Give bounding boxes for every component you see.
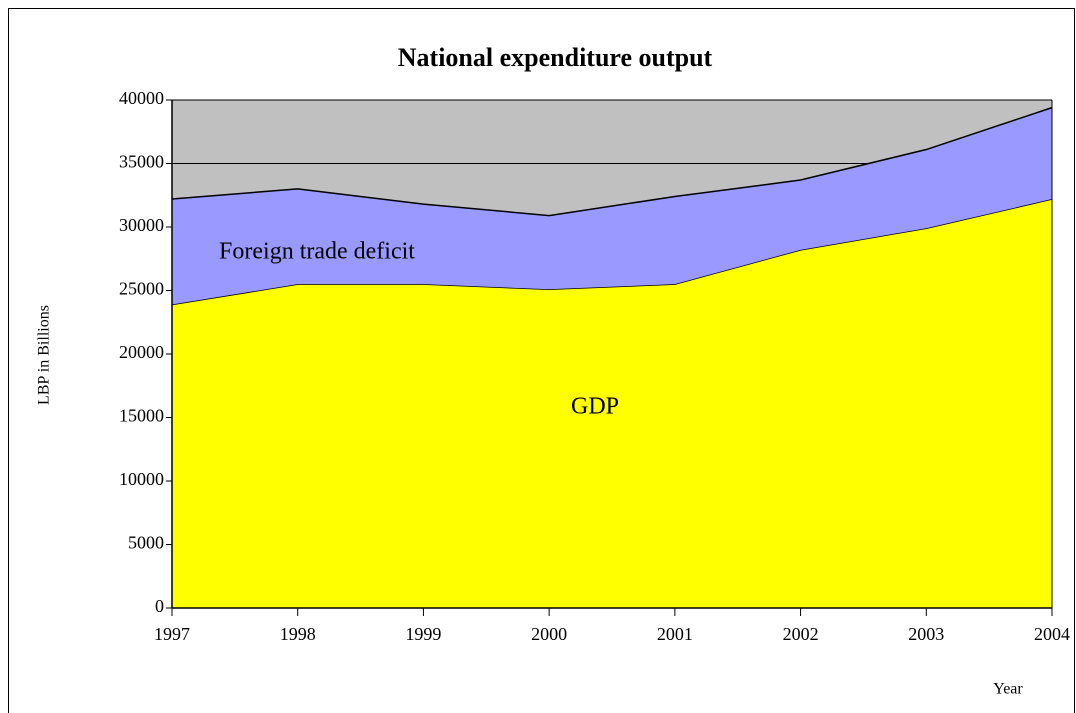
x-tick-label: 2000 xyxy=(531,624,567,644)
area xyxy=(172,199,1052,608)
x-tick-label: 1998 xyxy=(280,624,316,644)
y-tick-label: 20000 xyxy=(119,342,164,362)
y-tick-label: 5000 xyxy=(128,533,164,553)
x-tick-label: 2004 xyxy=(1034,624,1070,644)
y-tick-label: 0 xyxy=(155,596,164,616)
x-tick-label: 1997 xyxy=(154,624,190,644)
y-tick-label: 15000 xyxy=(119,406,164,426)
y-axis-label: LBP in Billions xyxy=(36,305,53,405)
x-axis-label: Year xyxy=(993,681,1023,698)
x-tick-label: 2001 xyxy=(657,624,693,644)
y-tick-label: 10000 xyxy=(119,469,164,489)
y-tick-label: 30000 xyxy=(119,215,164,235)
area-label: Foreign trade deficit xyxy=(219,239,415,265)
x-tick-label: 1999 xyxy=(405,624,441,644)
x-tick-label: 2002 xyxy=(783,624,819,644)
y-tick-label: 25000 xyxy=(119,279,164,299)
x-tick-label: 2003 xyxy=(908,624,944,644)
y-tick-label: 35000 xyxy=(119,152,164,172)
chart-title: National expenditure output xyxy=(398,43,713,72)
y-tick-label: 40000 xyxy=(119,88,164,108)
area-edge xyxy=(171,106,1053,217)
chart-frame xyxy=(8,8,1075,713)
area-label: GDP xyxy=(571,394,619,420)
